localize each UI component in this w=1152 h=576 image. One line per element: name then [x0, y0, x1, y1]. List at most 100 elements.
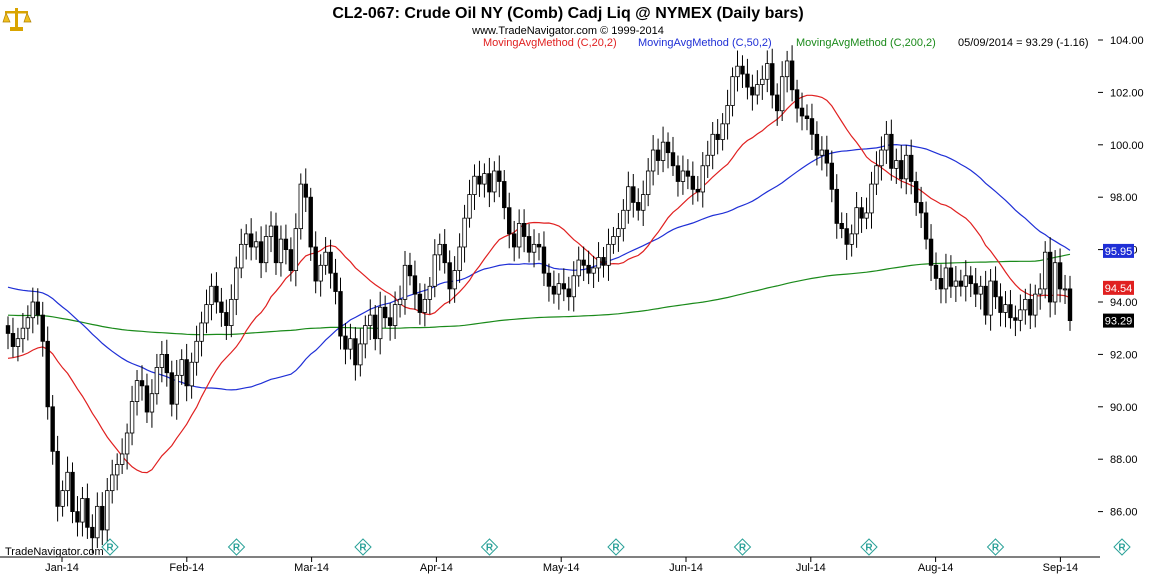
candle [1013, 305, 1018, 337]
candle [70, 462, 75, 524]
candle [606, 228, 611, 281]
svg-text:R: R [1118, 543, 1126, 554]
candle [373, 305, 378, 351]
candle [1023, 288, 1028, 325]
candle [889, 119, 894, 181]
ma-20-path [7, 94, 1071, 474]
candle [765, 50, 770, 93]
candle [938, 264, 944, 304]
candle [1028, 283, 1033, 329]
candle [705, 140, 710, 178]
candle [958, 269, 964, 297]
candle [412, 260, 418, 310]
candle [288, 237, 294, 282]
candle [631, 174, 636, 218]
y-tick-label: 100.00 [1110, 140, 1144, 152]
svg-text:R: R [233, 543, 241, 554]
candle [452, 256, 457, 303]
candle [298, 173, 303, 240]
candle [467, 179, 472, 228]
candle [551, 270, 557, 304]
candle [368, 299, 373, 340]
candle [457, 233, 462, 283]
chart-title: CL2-067: Crude Oil NY (Comb) Cadj Liq @ … [332, 5, 803, 22]
candle [278, 225, 284, 277]
candle [363, 315, 368, 359]
candle [85, 483, 90, 539]
candle [933, 252, 939, 290]
y-tick-label: 86.00 [1110, 507, 1138, 519]
candle [913, 171, 919, 216]
candle [641, 180, 646, 226]
candle [422, 283, 428, 327]
candle [591, 255, 596, 288]
svg-text:R: R [106, 543, 114, 554]
candle [387, 302, 393, 341]
candle [735, 50, 740, 92]
candle [492, 161, 497, 203]
candle [993, 266, 998, 309]
candle [586, 250, 591, 285]
candle [715, 119, 720, 155]
candle [95, 492, 100, 549]
candle [25, 305, 31, 341]
candle [134, 370, 140, 416]
candle [849, 224, 854, 257]
candle [720, 113, 725, 151]
candle [894, 148, 899, 184]
candle [829, 150, 834, 203]
candle [169, 360, 174, 417]
value-badge: 94.54 [1103, 280, 1134, 295]
candle [1052, 250, 1058, 315]
x-tick-label: Jan-14 [45, 562, 79, 574]
candle [596, 242, 601, 282]
candle [323, 237, 328, 275]
candlestick-bars [5, 45, 1073, 554]
legend-ma-50: MovingAvgMethod (C,50,2) [638, 37, 772, 49]
candle [844, 212, 849, 260]
footer-brand: TradeNavigator.com [5, 546, 104, 558]
candle [100, 492, 105, 546]
candle [973, 267, 978, 308]
svg-text:94.54: 94.54 [1105, 283, 1133, 295]
candle [680, 155, 686, 195]
candle [948, 255, 954, 298]
candle [804, 104, 810, 131]
candle [695, 176, 701, 202]
candle [303, 168, 308, 212]
candle [184, 343, 189, 402]
candle [1033, 284, 1038, 328]
candle [407, 252, 413, 286]
candle [943, 253, 949, 304]
value-badge: 93.29 [1103, 313, 1134, 328]
candle [338, 277, 343, 350]
y-tick-label: 98.00 [1110, 192, 1138, 204]
ma-20-line [7, 94, 1071, 474]
candle [908, 139, 914, 195]
candle [794, 79, 800, 123]
candle [447, 250, 452, 304]
candle [268, 211, 274, 253]
candle [50, 395, 55, 465]
candle [775, 83, 780, 126]
x-tick-label: Jul-14 [796, 562, 826, 574]
svg-text:R: R [359, 543, 367, 554]
candle [462, 204, 467, 263]
candle [710, 121, 715, 170]
candle [75, 496, 80, 537]
candle [611, 226, 616, 254]
y-tick-label: 104.00 [1110, 35, 1144, 47]
candle [834, 174, 839, 239]
last-bar-readout: 05/09/2014 = 93.29 (-1.16) [958, 37, 1089, 49]
candle [576, 246, 581, 287]
candle [427, 277, 433, 315]
candle [884, 120, 889, 164]
value-badges: 95.95 94.54 93.29 [1103, 243, 1134, 328]
legend-ma-20: MovingAvgMethod (C,20,2) [483, 37, 617, 49]
candle [814, 121, 820, 166]
candle [308, 187, 313, 261]
candle [502, 170, 507, 220]
candle [487, 157, 492, 208]
candle [685, 159, 691, 190]
